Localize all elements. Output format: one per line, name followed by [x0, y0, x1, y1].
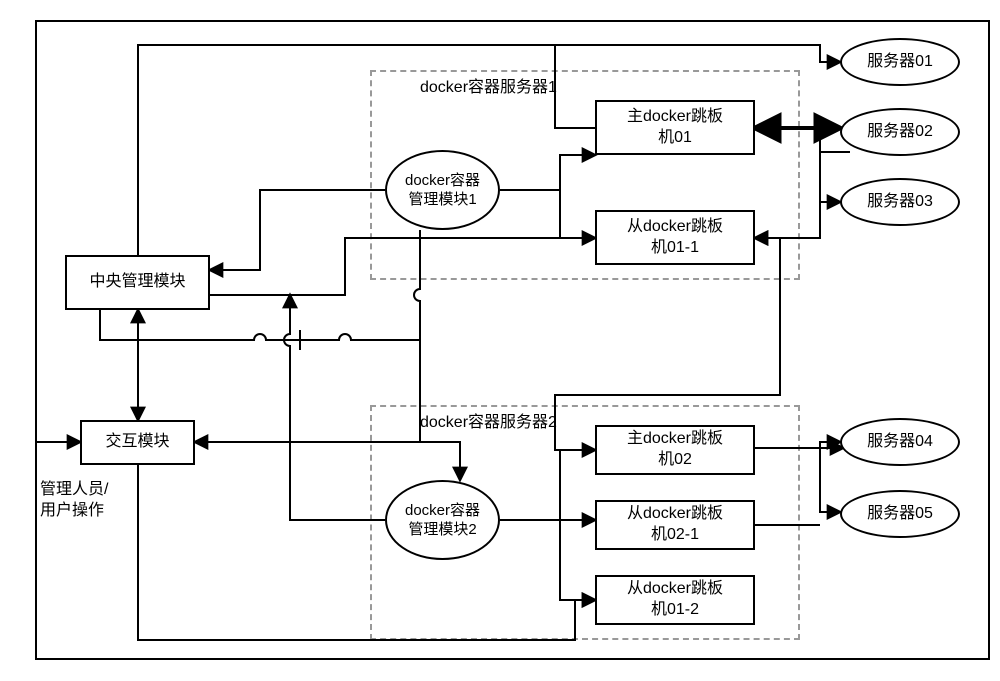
- node-srv01: 服务器01: [840, 38, 960, 86]
- node-jump01: 主docker跳板 机01: [595, 100, 755, 155]
- group1-label: docker容器服务器1: [420, 78, 557, 99]
- group2-label: docker容器服务器2: [420, 413, 557, 434]
- node-jump011: 从docker跳板 机01-1: [595, 210, 755, 265]
- node-mgr2: docker容器 管理模块2: [385, 480, 500, 560]
- diagram-canvas: docker容器服务器1 docker容器服务器2 中央管理模块 交互模块 主d…: [0, 0, 1000, 681]
- node-srv04: 服务器04: [840, 418, 960, 466]
- node-srv05: 服务器05: [840, 490, 960, 538]
- node-jump021: 从docker跳板 机02-1: [595, 500, 755, 550]
- node-mgr1: docker容器 管理模块1: [385, 150, 500, 230]
- node-jump012: 从docker跳板 机01-2: [595, 575, 755, 625]
- node-srv02: 服务器02: [840, 108, 960, 156]
- node-interact: 交互模块: [80, 420, 195, 465]
- external-user-label: 管理人员/ 用户操作: [40, 480, 108, 522]
- node-jump02: 主docker跳板 机02: [595, 425, 755, 475]
- node-srv03: 服务器03: [840, 178, 960, 226]
- node-central-mgmt: 中央管理模块: [65, 255, 210, 310]
